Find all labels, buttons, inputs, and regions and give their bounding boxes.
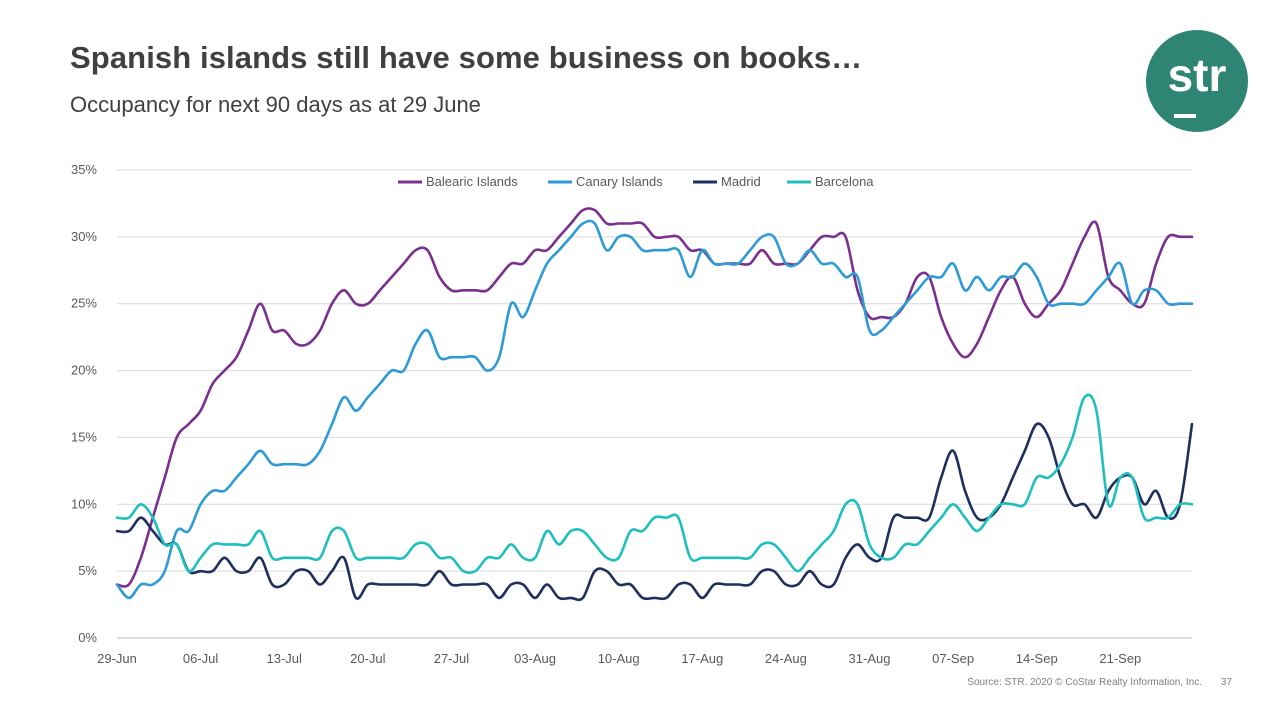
x-tick-label: 07-Sep: [932, 651, 974, 666]
source-note: Source: STR. 2020 © CoStar Realty Inform…: [967, 677, 1202, 688]
legend: Balearic Islands Canary Islands Madrid Barc…: [398, 174, 874, 189]
x-tick-label: 20-Jul: [350, 651, 386, 666]
series-line-canary-islands: [115, 219, 1194, 600]
y-tick-label: 0%: [78, 630, 97, 645]
axes: 0% 5% 10% 15% 20% 25% 30% 35% 29-Jun 06-Jul 13-Jul…: [71, 162, 1141, 666]
page-subtitle: Occupancy for next 90 days as at 29 June: [70, 92, 481, 117]
x-tick-label: 10-Aug: [598, 651, 640, 666]
logo-underline: [1174, 114, 1196, 118]
y-tick-label: 35%: [71, 162, 97, 177]
x-tick-label: 17-Aug: [681, 651, 723, 666]
gridlines: [117, 169, 1192, 639]
series-line-barcelona: [115, 393, 1194, 575]
legend-label: Madrid: [721, 174, 761, 189]
x-tick-label: 06-Jul: [183, 651, 219, 666]
legend-label: Balearic Islands: [426, 174, 518, 189]
occupancy-line-chart: 0% 5% 10% 15% 20% 25% 30% 35% 29-Jun 06-Jul 13-Jul…: [71, 162, 1194, 666]
x-tick-label: 14-Sep: [1016, 651, 1058, 666]
str-logo: str: [1146, 30, 1248, 132]
x-tick-label: 31-Aug: [849, 651, 891, 666]
series-line-balearic-islands: [115, 207, 1194, 588]
page-title: Spanish islands still have some business…: [70, 40, 863, 75]
x-tick-label: 24-Aug: [765, 651, 807, 666]
logo-text: str: [1167, 49, 1227, 101]
x-tick-label: 29-Jun: [97, 651, 137, 666]
y-tick-label: 25%: [71, 296, 97, 311]
y-tick-label: 10%: [71, 496, 97, 511]
y-tick-label: 20%: [71, 363, 97, 378]
series-line-madrid: [115, 422, 1194, 602]
x-tick-label: 13-Jul: [267, 651, 303, 666]
legend-label: Barcelona: [815, 174, 874, 189]
x-tick-label: 27-Jul: [434, 651, 470, 666]
page-number: 37: [1220, 677, 1232, 688]
series-lines: [115, 207, 1194, 602]
y-tick-label: 30%: [71, 229, 97, 244]
legend-label: Canary Islands: [576, 174, 663, 189]
y-tick-label: 15%: [71, 429, 97, 444]
y-tick-label: 5%: [78, 563, 97, 578]
x-tick-label: 21-Sep: [1099, 651, 1141, 666]
x-tick-label: 03-Aug: [514, 651, 556, 666]
